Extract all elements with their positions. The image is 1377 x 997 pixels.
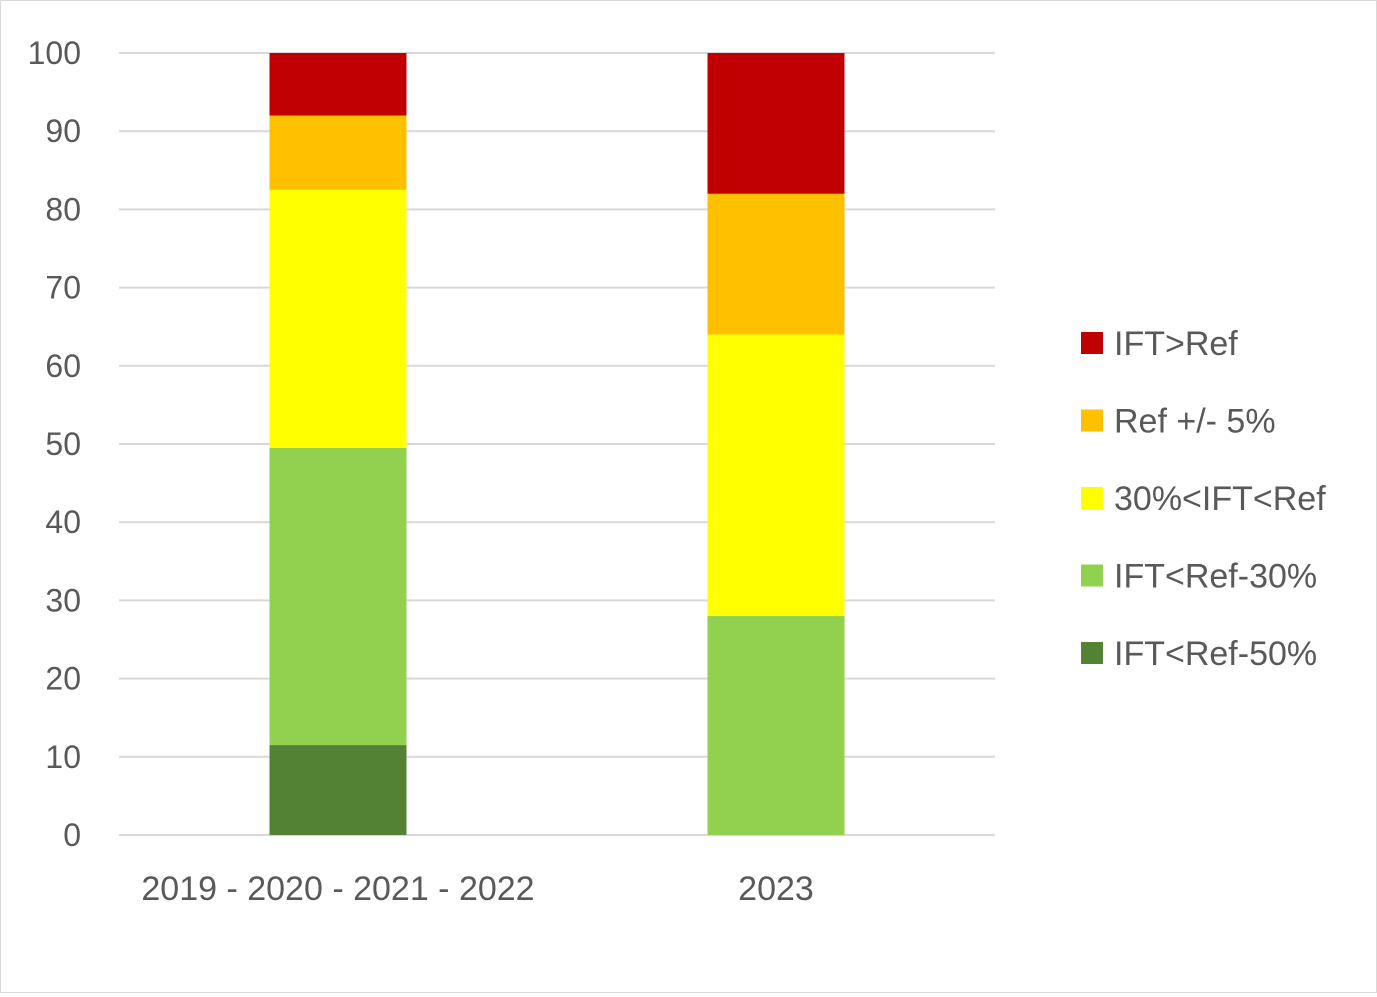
legend-label: 30%<IFT<Ref bbox=[1114, 480, 1326, 518]
y-tick-label: 90 bbox=[45, 113, 81, 149]
y-tick-label: 10 bbox=[45, 739, 81, 775]
y-tick-label: 20 bbox=[45, 661, 81, 697]
legend: IFT>Ref Ref +/- 5% 30%<IFT<Ref IFT<Ref-30% I… bbox=[1081, 325, 1326, 673]
legend-label: IFT<Ref-50% bbox=[1114, 635, 1317, 673]
bars bbox=[269, 53, 845, 835]
bar-segment bbox=[707, 616, 845, 835]
bar-segment bbox=[707, 53, 845, 194]
y-tick-label: 30 bbox=[45, 582, 81, 618]
x-category-label: 2019 - 2020 - 2021 - 2022 bbox=[141, 870, 534, 908]
y-tick-label: 100 bbox=[28, 35, 81, 71]
legend-swatch bbox=[1081, 642, 1103, 664]
axis-labels: 0 10 20 30 40 50 60 70 80 90 100 2019 - 2020 - 2021… bbox=[28, 35, 814, 908]
legend-swatch bbox=[1081, 409, 1103, 432]
y-tick-label: 40 bbox=[45, 504, 81, 540]
bar-segment bbox=[269, 115, 407, 190]
bar-segment bbox=[269, 53, 407, 116]
y-tick-label: 50 bbox=[45, 426, 81, 462]
x-category-label: 2023 bbox=[738, 870, 814, 908]
bar-segment bbox=[707, 193, 845, 335]
y-tick-label: 0 bbox=[63, 817, 81, 853]
gridlines bbox=[119, 52, 995, 836]
y-tick-label: 80 bbox=[45, 191, 81, 227]
bar-segment bbox=[269, 189, 407, 448]
bar-segment bbox=[269, 745, 407, 835]
legend-label: IFT<Ref-30% bbox=[1114, 558, 1317, 596]
bar-segment bbox=[269, 447, 407, 746]
legend-label: Ref +/- 5% bbox=[1114, 403, 1276, 441]
y-tick-label: 60 bbox=[45, 348, 81, 384]
legend-swatch bbox=[1081, 564, 1103, 587]
legend-swatch bbox=[1081, 487, 1103, 509]
legend-swatch bbox=[1081, 332, 1103, 354]
legend-label: IFT>Ref bbox=[1114, 325, 1238, 363]
y-tick-label: 70 bbox=[45, 270, 81, 306]
bar-segment bbox=[707, 334, 845, 617]
